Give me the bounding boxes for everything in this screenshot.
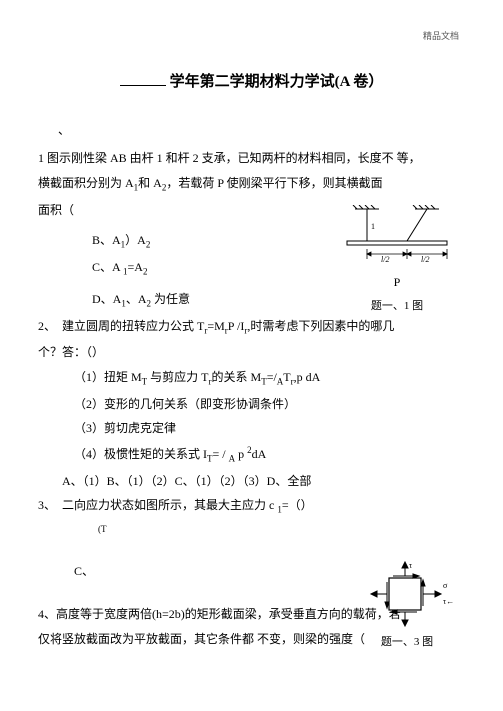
- svg-text:1: 1: [371, 222, 375, 231]
- svg-text:σ: σ: [443, 581, 448, 590]
- figure-q3: τ σ τ← 题一、3 图: [357, 558, 457, 653]
- q1-mark: 、: [38, 119, 465, 142]
- q2-opts: A、（1）B、（1）（2）C、（1）（2）（3）D、全部: [38, 470, 465, 493]
- q2-item4: （4）极惯性矩的关系式 IT= / A p 2dA: [38, 442, 465, 467]
- q2-item2: （2）变形的几何关系（即变形协调条件）: [38, 393, 465, 416]
- figure-q1: 1 l/2 l/2 P 题一、1 图: [337, 205, 457, 317]
- fig1-p-label: P: [337, 271, 457, 294]
- q3-line1: 3、 二向应力状态如图所示，其最大主应力 c 1=（）: [38, 494, 465, 518]
- q2-item3: （3）剪切虎克定律: [38, 417, 465, 440]
- q1-line2: 横截面积分别为 A1和 A2，若载荷 P 使刚梁平行下移，则其横截面: [38, 172, 465, 196]
- title-text: 学年第二学期材料力学试(A 卷）: [170, 74, 384, 90]
- q2-line1: 2、 建立圆周的扭转应力公式 Tr=MrP /Ir,时需考虑下列因素中的哪几: [38, 315, 465, 339]
- svg-text:τ: τ: [409, 561, 413, 570]
- q2-line2: 个？答：（）: [38, 341, 465, 364]
- svg-text:l/2: l/2: [381, 255, 389, 264]
- fig3-caption: 题一、3 图: [357, 632, 457, 653]
- svg-text:τ←: τ←: [443, 597, 454, 606]
- title-blank: [120, 71, 166, 86]
- fig1-caption: 题一、1 图: [337, 296, 457, 317]
- q1-line1: 1 图示刚性梁 AB 由杆 1 和杆 2 支承，已知两杆的材料相同，长度不 等，: [38, 147, 465, 170]
- q2-item1: （1）扭矩 MT 与剪应力 Tr的关系 MT=/ATr,p dA: [38, 366, 465, 390]
- svg-text:l/2: l/2: [421, 255, 429, 264]
- q3-tau: (T: [38, 521, 465, 538]
- page-title: 学年第二学期材料力学试(A 卷）: [38, 68, 465, 97]
- header-right-note: 精品文档: [423, 28, 459, 45]
